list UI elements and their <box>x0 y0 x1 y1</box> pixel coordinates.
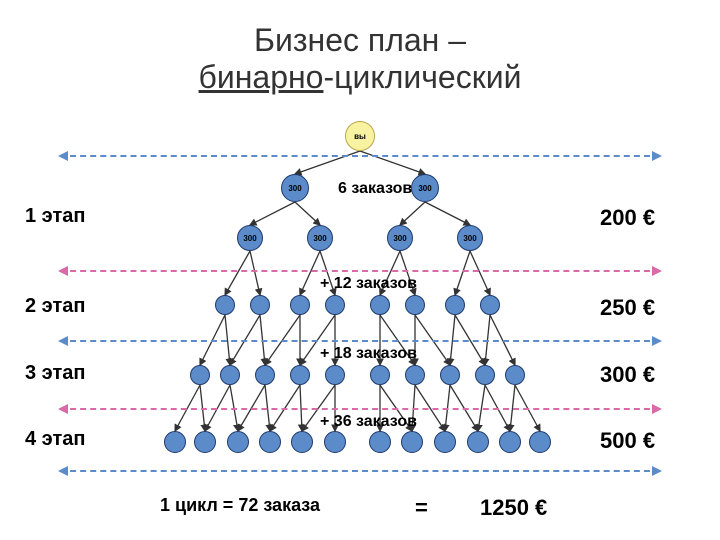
orders-note: + 36 заказов <box>320 413 417 431</box>
title-underlined: бинарно <box>199 59 324 95</box>
title-line-2: бинарно-циклический <box>0 59 720 96</box>
summary-right: 1250 € <box>480 495 547 521</box>
stage-label: 1 этап <box>25 205 85 228</box>
level5-node <box>259 431 281 453</box>
level5-node <box>434 431 456 453</box>
level3-node <box>215 295 235 315</box>
level4-node <box>440 365 460 385</box>
stage-reward: 500 € <box>600 428 655 454</box>
stage-divider <box>60 270 660 272</box>
orders-note: 6 заказов <box>338 180 412 198</box>
summary-left: 1 цикл = 72 заказа <box>160 495 320 516</box>
level2-node: 300 <box>307 225 333 251</box>
level4-node <box>370 365 390 385</box>
stage-reward: 200 € <box>600 205 655 231</box>
level1-node: 300 <box>411 174 439 202</box>
level4-node <box>290 365 310 385</box>
stage-reward: 250 € <box>600 295 655 321</box>
level5-node <box>499 431 521 453</box>
stage-divider <box>60 155 660 157</box>
summary-eq: = <box>415 495 428 521</box>
level5-node <box>401 431 423 453</box>
level4-node <box>190 365 210 385</box>
level4-node <box>325 365 345 385</box>
level3-node <box>480 295 500 315</box>
stage-divider <box>60 408 660 410</box>
level5-node <box>324 431 346 453</box>
level4-node <box>405 365 425 385</box>
stage-divider <box>60 340 660 342</box>
level5-node <box>227 431 249 453</box>
title-rest: -циклический <box>323 59 521 95</box>
stage-divider <box>60 470 660 472</box>
title-line-1: Бизнес план – <box>0 22 720 59</box>
level5-node <box>529 431 551 453</box>
level5-node <box>164 431 186 453</box>
orders-note: + 12 заказов <box>320 275 417 293</box>
level4-node <box>220 365 240 385</box>
orders-note: + 18 заказов <box>320 345 417 363</box>
level1-node: 300 <box>281 174 309 202</box>
level3-node <box>370 295 390 315</box>
level3-node <box>405 295 425 315</box>
page-title: Бизнес план – бинарно-циклический <box>0 22 720 96</box>
level3-node <box>445 295 465 315</box>
level4-node <box>255 365 275 385</box>
level5-node <box>369 431 391 453</box>
stage-label: 3 этап <box>25 362 85 385</box>
level3-node <box>325 295 345 315</box>
stage-reward: 300 € <box>600 362 655 388</box>
level2-node: 300 <box>237 225 263 251</box>
level4-node <box>505 365 525 385</box>
root-node: вы <box>345 121 375 151</box>
level5-node <box>194 431 216 453</box>
level5-node <box>291 431 313 453</box>
level2-node: 300 <box>387 225 413 251</box>
level4-node <box>475 365 495 385</box>
stage-label: 2 этап <box>25 295 85 318</box>
level2-node: 300 <box>457 225 483 251</box>
level5-node <box>467 431 489 453</box>
level3-node <box>250 295 270 315</box>
stage-label: 4 этап <box>25 428 85 451</box>
level3-node <box>290 295 310 315</box>
